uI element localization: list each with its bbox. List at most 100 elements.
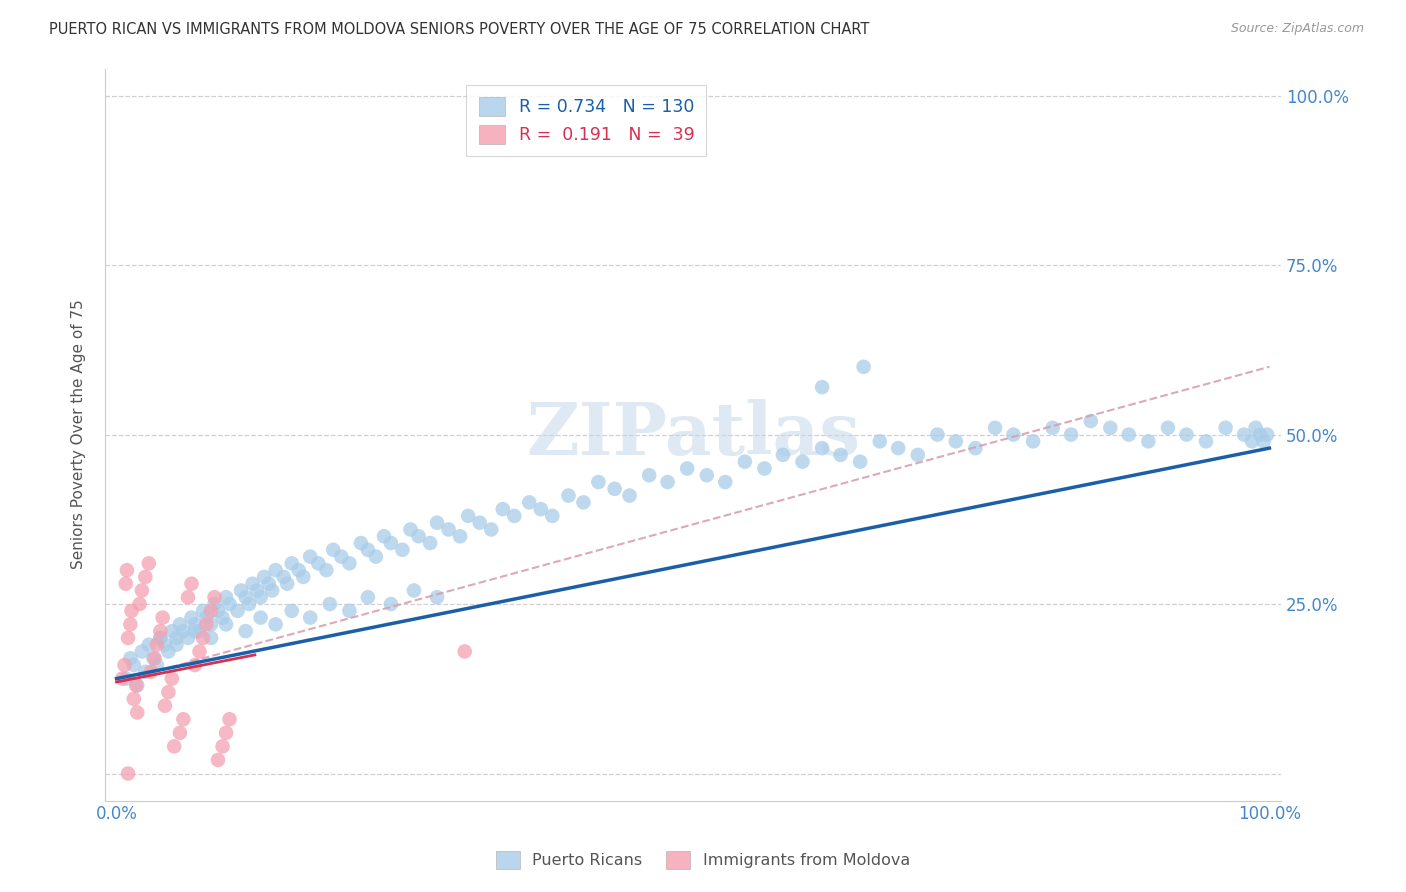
Point	[264, 563, 287, 577]
Point	[204, 591, 226, 605]
Point	[207, 753, 229, 767]
Point	[299, 549, 322, 564]
Point	[1022, 434, 1045, 449]
Point	[235, 591, 257, 605]
Point	[211, 739, 233, 754]
Point	[281, 604, 304, 618]
Point	[339, 604, 361, 618]
Point	[945, 434, 967, 449]
Point	[852, 359, 875, 374]
Point	[1256, 427, 1278, 442]
Point	[492, 502, 515, 516]
Point	[408, 529, 430, 543]
Point	[184, 617, 207, 632]
Point	[927, 427, 949, 442]
Point	[172, 624, 194, 639]
Point	[557, 489, 579, 503]
Point	[117, 631, 139, 645]
Point	[166, 631, 188, 645]
Point	[139, 665, 162, 679]
Text: Source: ZipAtlas.com: Source: ZipAtlas.com	[1230, 22, 1364, 36]
Point	[180, 576, 202, 591]
Point	[122, 692, 145, 706]
Point	[869, 434, 891, 449]
Point	[146, 638, 169, 652]
Point	[218, 597, 240, 611]
Point	[1157, 421, 1180, 435]
Point	[1042, 421, 1064, 435]
Point	[127, 706, 149, 720]
Point	[215, 617, 238, 632]
Point	[152, 610, 174, 624]
Point	[121, 604, 143, 618]
Point	[849, 455, 872, 469]
Point	[319, 597, 342, 611]
Point	[281, 557, 304, 571]
Point	[238, 597, 260, 611]
Point	[172, 712, 194, 726]
Point	[276, 576, 298, 591]
Point	[530, 502, 553, 516]
Point	[479, 523, 502, 537]
Point	[127, 678, 149, 692]
Point	[166, 638, 188, 652]
Point	[249, 610, 271, 624]
Point	[1215, 421, 1237, 435]
Point	[402, 583, 425, 598]
Point	[287, 563, 309, 577]
Point	[195, 617, 218, 632]
Point	[138, 638, 160, 652]
Point	[588, 475, 610, 489]
Point	[235, 624, 257, 639]
Point	[149, 624, 172, 639]
Point	[437, 523, 460, 537]
Point	[541, 508, 564, 523]
Point	[1099, 421, 1122, 435]
Point	[638, 468, 661, 483]
Point	[215, 726, 238, 740]
Point	[114, 672, 136, 686]
Point	[253, 570, 276, 584]
Point	[195, 610, 218, 624]
Point	[200, 617, 222, 632]
Point	[134, 665, 156, 679]
Point	[754, 461, 776, 475]
Point	[117, 766, 139, 780]
Point	[177, 631, 200, 645]
Point	[157, 644, 180, 658]
Point	[811, 441, 834, 455]
Point	[177, 591, 200, 605]
Point	[887, 441, 910, 455]
Point	[350, 536, 373, 550]
Point	[426, 516, 449, 530]
Point	[131, 644, 153, 658]
Point	[330, 549, 353, 564]
Point	[188, 644, 211, 658]
Point	[380, 536, 402, 550]
Point	[134, 570, 156, 584]
Point	[657, 475, 679, 489]
Point	[503, 508, 526, 523]
Point	[457, 508, 479, 523]
Legend: R = 0.734   N = 130, R =  0.191   N =  39: R = 0.734 N = 130, R = 0.191 N = 39	[467, 85, 706, 156]
Point	[215, 591, 238, 605]
Point	[143, 651, 166, 665]
Point	[339, 557, 361, 571]
Point	[380, 597, 402, 611]
Point	[449, 529, 471, 543]
Point	[257, 576, 280, 591]
Point	[188, 624, 211, 639]
Point	[149, 631, 172, 645]
Point	[204, 597, 226, 611]
Point	[200, 604, 222, 618]
Point	[357, 542, 380, 557]
Point	[292, 570, 315, 584]
Point	[262, 583, 284, 598]
Point	[246, 583, 269, 598]
Point	[1195, 434, 1218, 449]
Point	[120, 651, 142, 665]
Point	[149, 631, 172, 645]
Point	[299, 610, 322, 624]
Point	[357, 591, 380, 605]
Point	[391, 542, 413, 557]
